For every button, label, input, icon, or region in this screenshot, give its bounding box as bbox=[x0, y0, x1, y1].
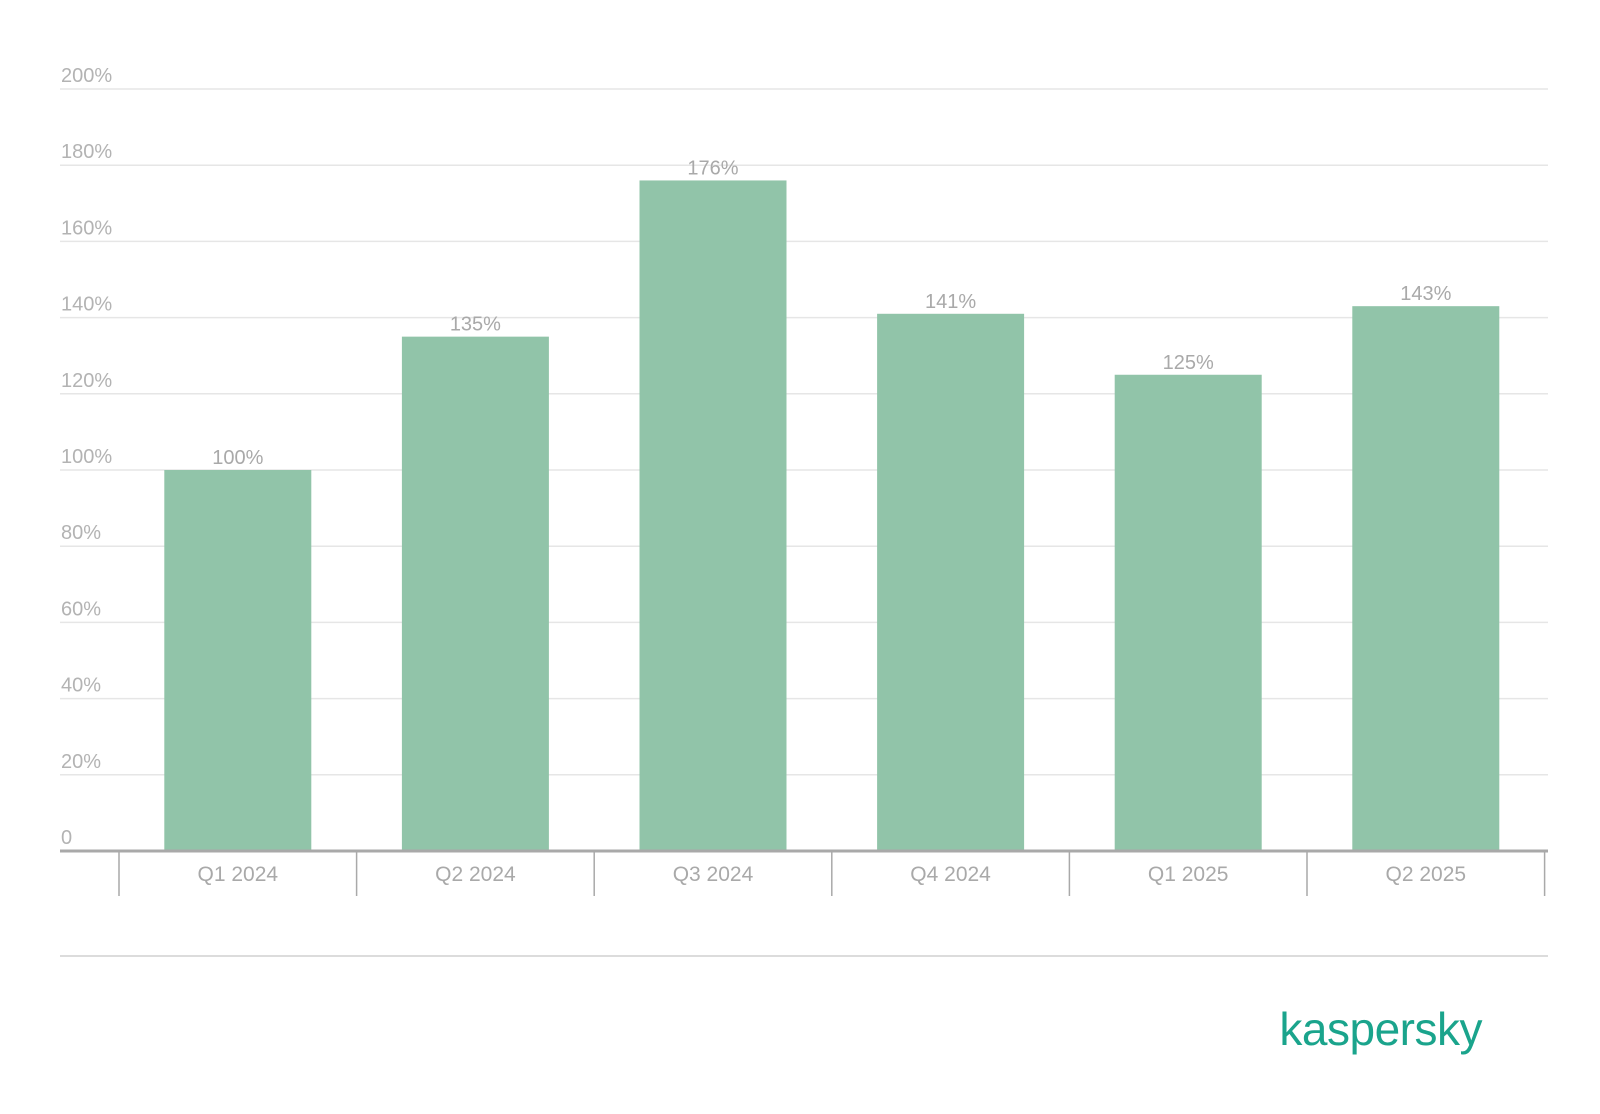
kaspersky-logo-text: kaspersky bbox=[1279, 1003, 1482, 1055]
bar-value-label: 143% bbox=[1400, 283, 1451, 305]
bar-value-label: 125% bbox=[1163, 352, 1214, 374]
x-tick-label: Q1 2024 bbox=[198, 863, 279, 886]
x-tick-label: Q2 2024 bbox=[435, 863, 516, 886]
bar-value-label: 100% bbox=[212, 447, 263, 469]
y-tick-label: 20% bbox=[61, 751, 101, 773]
y-tick-label: 140% bbox=[61, 294, 112, 316]
y-tick-label: 40% bbox=[61, 675, 101, 697]
y-tick-label: 80% bbox=[61, 522, 101, 544]
bar-value-labels: 100% 135% 176% 141% 125% 143% bbox=[212, 157, 1451, 469]
bars bbox=[164, 180, 1500, 851]
x-tick-label: Q3 2024 bbox=[673, 863, 754, 886]
bar bbox=[639, 180, 787, 851]
bar-value-label: 141% bbox=[925, 291, 976, 313]
x-tick-label: Q4 2024 bbox=[910, 863, 991, 886]
bar-value-label: 176% bbox=[687, 157, 738, 179]
kaspersky-logo: kaspersky bbox=[1279, 1006, 1482, 1052]
y-tick-label: 0 bbox=[61, 827, 72, 849]
x-tick-label: Q1 2025 bbox=[1148, 863, 1229, 886]
bar bbox=[877, 313, 1025, 851]
y-tick-label: 160% bbox=[61, 217, 112, 239]
y-axis-tick-labels: 0 20% 40% 60% 80% 100% 120% 140% 160% 180% 200% bbox=[61, 65, 112, 849]
bar-value-label: 135% bbox=[450, 314, 501, 336]
bar bbox=[401, 336, 549, 851]
y-tick-label: 180% bbox=[61, 141, 112, 163]
x-tick-label: Q2 2025 bbox=[1386, 863, 1467, 886]
bar bbox=[1352, 306, 1500, 851]
y-tick-label: 120% bbox=[61, 370, 112, 392]
y-tick-label: 100% bbox=[61, 446, 112, 468]
bar bbox=[1114, 374, 1262, 851]
y-tick-label: 60% bbox=[61, 598, 101, 620]
bar bbox=[164, 470, 312, 851]
y-tick-label: 200% bbox=[61, 65, 112, 87]
x-axis bbox=[60, 849, 1548, 896]
x-axis-tick-labels: Q1 2024 Q2 2024 Q3 2024 Q4 2024 Q1 2025 Q2 20… bbox=[198, 863, 1467, 886]
